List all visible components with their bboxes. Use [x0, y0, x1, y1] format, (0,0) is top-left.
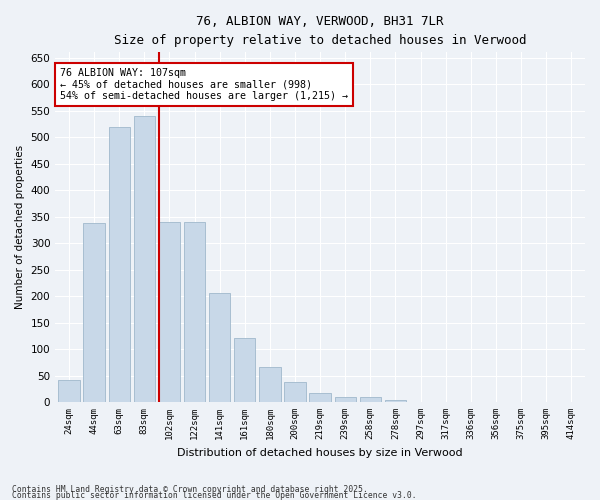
Bar — [259, 366, 281, 402]
Text: Contains HM Land Registry data © Crown copyright and database right 2025.: Contains HM Land Registry data © Crown c… — [12, 484, 368, 494]
Bar — [284, 382, 305, 402]
Bar — [335, 397, 356, 402]
Bar — [159, 222, 180, 402]
Bar — [359, 397, 381, 402]
Bar — [109, 126, 130, 402]
Bar — [310, 393, 331, 402]
Text: 76 ALBION WAY: 107sqm
← 45% of detached houses are smaller (998)
54% of semi-det: 76 ALBION WAY: 107sqm ← 45% of detached … — [61, 68, 349, 102]
Bar — [385, 400, 406, 402]
Bar — [184, 222, 205, 402]
Bar — [83, 223, 105, 402]
Y-axis label: Number of detached properties: Number of detached properties — [15, 145, 25, 310]
Text: Contains public sector information licensed under the Open Government Licence v3: Contains public sector information licen… — [12, 490, 416, 500]
Bar — [134, 116, 155, 402]
Title: 76, ALBION WAY, VERWOOD, BH31 7LR
Size of property relative to detached houses i: 76, ALBION WAY, VERWOOD, BH31 7LR Size o… — [114, 15, 526, 47]
Bar — [58, 380, 80, 402]
Bar — [234, 338, 256, 402]
Bar — [209, 294, 230, 402]
X-axis label: Distribution of detached houses by size in Verwood: Distribution of detached houses by size … — [177, 448, 463, 458]
